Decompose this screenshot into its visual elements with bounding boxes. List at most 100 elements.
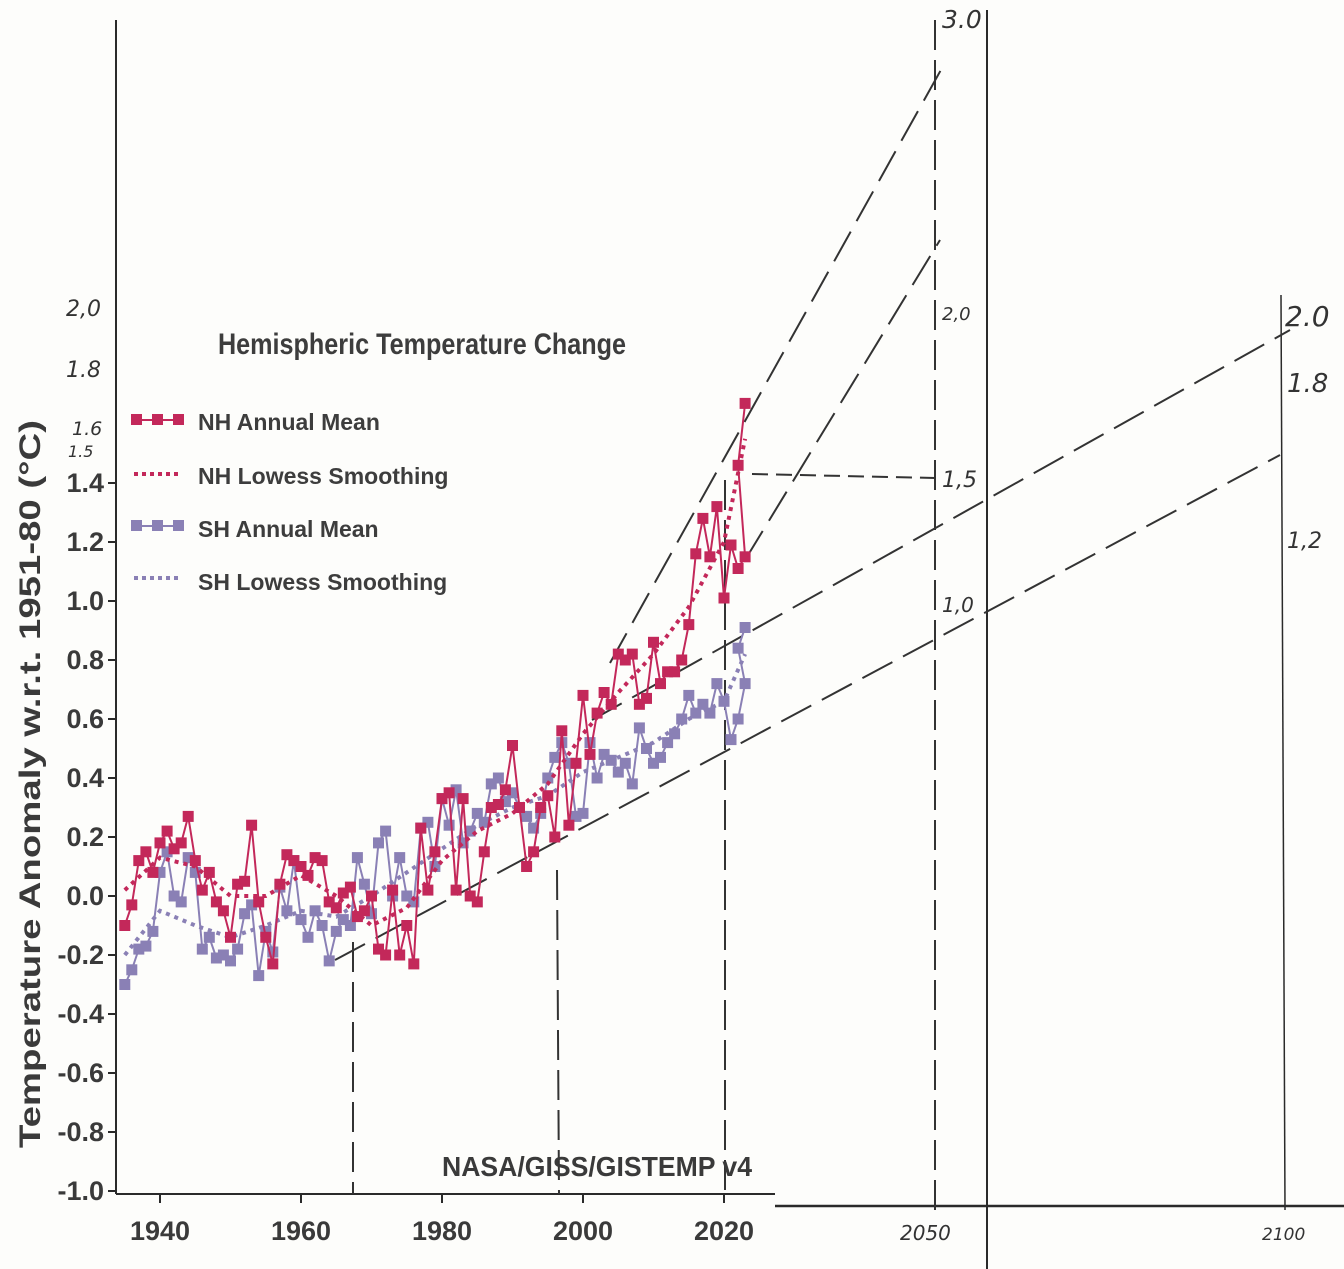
data-point-nh-annual — [203, 866, 215, 878]
projection-line-lower-steep — [744, 239, 941, 561]
data-point-sh-annual — [267, 946, 279, 958]
y-tick-label: 0.0 — [66, 881, 104, 911]
data-point-nh-annual — [140, 846, 152, 858]
data-point-sh-annual — [210, 952, 222, 964]
data-point-sh-annual — [725, 734, 737, 746]
handwritten-y-ticks: 2,0 1.8 1.6 1.5 — [66, 297, 102, 461]
data-point-sh-annual — [521, 810, 533, 822]
data-point-nh-annual — [457, 793, 469, 805]
data-point-sh-annual — [302, 931, 314, 943]
data-point-nh-annual — [697, 512, 709, 524]
data-point-nh-annual — [126, 899, 138, 911]
legend-marker — [131, 520, 142, 531]
data-point-nh-annual — [358, 905, 370, 917]
data-point-sh-annual — [732, 642, 744, 654]
hand-label-2050: 1,5 — [942, 468, 977, 493]
data-point-sh-annual — [633, 722, 645, 734]
legend-entry-nh-annual: NH Annual Mean — [131, 409, 380, 435]
data-point-nh-annual — [690, 548, 702, 560]
series-sh-annual — [119, 622, 751, 990]
y-tick-label: 0.2 — [66, 822, 104, 852]
projection-line-upper-shallow — [591, 329, 1291, 721]
y-tick-label: -0.8 — [57, 1117, 104, 1147]
data-point-nh-annual — [316, 855, 328, 867]
legend-marker — [152, 520, 163, 531]
data-point-sh-annual — [366, 908, 377, 920]
data-point-sh-annual — [147, 925, 159, 937]
data-point-nh-annual — [422, 884, 434, 896]
data-point-sh-annual — [422, 816, 434, 828]
y-tick-label: 0.4 — [66, 763, 104, 793]
data-point-sh-annual — [401, 890, 413, 902]
data-point-sh-annual — [351, 852, 363, 864]
hand-y-tick: 1.8 — [66, 358, 101, 383]
data-point-nh-annual — [570, 757, 582, 769]
legend-label-sh-annual: SH Annual Mean — [198, 516, 379, 542]
data-point-sh-annual — [154, 866, 166, 878]
data-point-nh-annual — [175, 837, 187, 849]
data-point-sh-annual — [563, 757, 575, 769]
x-tick-label: 2000 — [553, 1216, 613, 1246]
data-point-sh-annual — [443, 819, 455, 831]
data-point-nh-annual — [380, 949, 392, 961]
data-point-nh-annual — [676, 654, 688, 666]
data-point-sh-annual — [373, 837, 384, 849]
data-point-nh-annual — [577, 689, 589, 701]
chart-title: Hemispheric Temperature Change — [218, 328, 626, 361]
data-point-sh-annual — [718, 695, 730, 707]
legend-label-nh-annual: NH Annual Mean — [198, 409, 380, 435]
data-point-nh-annual — [626, 648, 638, 660]
data-point-nh-annual — [556, 725, 568, 737]
data-point-sh-annual — [570, 810, 582, 822]
data-point-nh-annual — [612, 648, 624, 660]
data-point-sh-annual — [295, 914, 307, 926]
data-point-nh-annual — [225, 931, 236, 943]
data-point-nh-annual — [528, 846, 540, 858]
data-point-sh-annual — [704, 707, 716, 719]
data-point-nh-annual — [542, 790, 554, 802]
data-point-nh-annual — [499, 784, 511, 796]
data-point-sh-annual — [429, 861, 441, 872]
hand-y-tick: 1.6 — [72, 418, 102, 440]
data-point-nh-annual — [641, 692, 652, 704]
data-point-nh-annual — [309, 852, 321, 864]
hand-label-2050: 1,0 — [942, 593, 974, 617]
data-point-nh-annual — [450, 884, 462, 896]
data-point-sh-annual — [182, 852, 194, 864]
data-point-sh-annual — [394, 852, 406, 864]
data-point-nh-annual — [408, 958, 420, 970]
data-point-nh-annual — [704, 551, 716, 563]
data-point-nh-annual — [154, 837, 166, 849]
data-point-nh-annual — [648, 636, 659, 648]
hand-label-2100: 2.0 — [1285, 300, 1330, 333]
data-point-sh-annual — [316, 920, 328, 931]
data-point-nh-annual — [387, 884, 399, 896]
data-point-nh-annual — [161, 825, 173, 837]
legend-marker — [173, 414, 184, 425]
y-tick-label: -0.6 — [57, 1058, 104, 1088]
data-point-sh-annual — [598, 748, 610, 760]
data-point-sh-annual — [161, 846, 173, 858]
data-point-nh-annual — [351, 911, 363, 923]
y-tick-label: 1.2 — [66, 527, 104, 557]
data-point-sh-annual — [175, 896, 187, 908]
data-point-sh-annual — [626, 778, 638, 790]
data-point-sh-annual — [344, 920, 356, 931]
data-point-sh-annual — [196, 943, 208, 955]
data-point-nh-annual — [443, 787, 455, 799]
data-point-nh-annual — [718, 592, 730, 604]
x-tick-label: 1940 — [130, 1216, 190, 1246]
x-tick-label: 1980 — [412, 1216, 472, 1246]
data-point-nh-annual — [429, 846, 441, 858]
legend-entry-sh-lowess: SH Lowess Smoothing — [134, 569, 447, 595]
data-point-sh-annual — [168, 890, 180, 902]
y-axis-label: Temperature Anomaly w.r.t. 1951-80 (°C) — [14, 420, 47, 1148]
data-point-nh-annual — [394, 949, 406, 961]
data-point-sh-annual — [577, 807, 589, 819]
data-point-nh-annual — [274, 878, 286, 890]
data-point-nh-annual — [330, 902, 342, 914]
projection-horizontal-1-5 — [751, 473, 936, 479]
data-point-nh-annual — [492, 799, 504, 810]
legend: NH Annual Mean NH Lowess Smoothing SH An… — [131, 409, 448, 595]
projection-line-upper-steep — [609, 67, 943, 664]
